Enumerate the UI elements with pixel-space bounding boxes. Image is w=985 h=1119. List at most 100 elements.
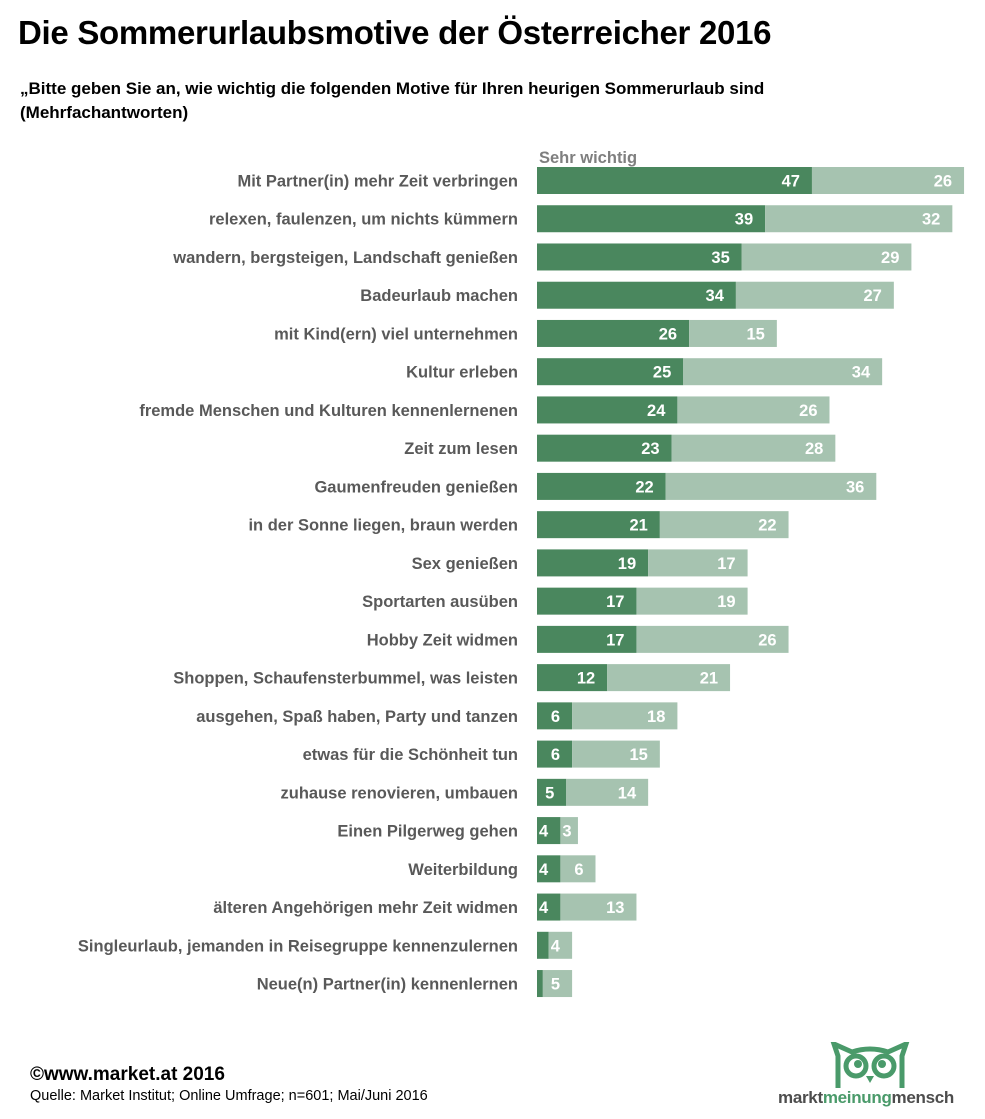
bar-eher-wichtig	[636, 625, 789, 653]
value-label-sehr-wichtig: 22	[635, 478, 653, 496]
bar-eher-wichtig	[548, 931, 573, 959]
market-logo: marktmeinungmensch	[778, 1042, 978, 1112]
bar-sehr-wichtig	[537, 167, 812, 194]
chart-row: mit Kind(ern) viel unternehmen 26 15	[274, 319, 777, 347]
bar-sehr-wichtig	[537, 396, 678, 424]
value-label-eher-wichtig: 3	[562, 823, 571, 841]
chart-row: fremde Menschen und Kulturen kennenlerne…	[139, 396, 830, 424]
bar-eher-wichtig	[560, 817, 578, 845]
chart-row: Gaumenfreuden genießen 22 36	[314, 472, 877, 500]
chart-row: Mit Partner(in) mehr Zeit verbringen 47 26	[237, 167, 965, 194]
value-label-sehr-wichtig: 19	[618, 555, 636, 573]
category-label: älteren Angehörigen mehr Zeit widmen	[213, 899, 518, 917]
chart-row: Hobby Zeit widmen 17 26	[367, 625, 789, 653]
bar-eher-wichtig	[542, 970, 573, 998]
bar-eher-wichtig	[636, 587, 748, 615]
owl-icon	[830, 1042, 910, 1088]
value-label-eher-wichtig: 28	[805, 440, 823, 458]
category-label: Badeurlaub machen	[360, 287, 518, 305]
value-label-eher-wichtig: 32	[922, 211, 940, 229]
value-label-sehr-wichtig: 6	[551, 746, 560, 764]
chart-rows: Mit Partner(in) mehr Zeit verbringen 47 26…	[78, 167, 965, 998]
bar-sehr-wichtig	[537, 664, 608, 692]
value-label-eher-wichtig: 29	[881, 249, 899, 267]
chart-row: relexen, faulenzen, um nichts kümmern 39 3…	[209, 205, 953, 233]
value-label-eher-wichtig: 36	[846, 478, 864, 496]
chart-row: Zeit zum lesen 23 28	[404, 434, 836, 462]
value-label-eher-wichtig: 6	[574, 861, 583, 879]
bar-sehr-wichtig	[537, 205, 766, 233]
category-label: in der Sonne liegen, braun werden	[248, 517, 518, 535]
value-label-eher-wichtig: 22	[758, 517, 776, 535]
category-label: Kultur erleben	[406, 364, 518, 382]
category-label: mit Kind(ern) viel unternehmen	[274, 325, 518, 343]
bar-sehr-wichtig	[537, 358, 684, 386]
bar-sehr-wichtig	[537, 281, 736, 309]
value-label-sehr-wichtig: 4	[539, 861, 549, 879]
chart-row: Badeurlaub machen 34 27	[360, 281, 894, 309]
value-label-eher-wichtig: 26	[934, 173, 952, 191]
category-label: Sex genießen	[412, 555, 518, 573]
value-label-eher-wichtig: 27	[863, 287, 881, 305]
chart-row: wandern, bergsteigen, Landschaft genieße…	[172, 243, 912, 271]
bar-sehr-wichtig	[537, 778, 567, 806]
chart-row: etwas für die Schönheit tun 6 15	[303, 740, 660, 768]
bar-sehr-wichtig	[537, 319, 690, 347]
chart-subtitle: „Bitte geben Sie an, wie wichtig die fol…	[20, 79, 765, 122]
value-label-eher-wichtig: 17	[717, 555, 735, 573]
chart-row: Sportarten ausüben 17 19	[362, 587, 748, 615]
bar-sehr-wichtig	[537, 970, 543, 998]
value-label-eher-wichtig: 15	[629, 746, 647, 764]
logo-word-markt: markt	[778, 1088, 823, 1107]
chart-row: Neue(n) Partner(in) kennenlernen 5	[257, 970, 573, 998]
value-label-sehr-wichtig: 4	[539, 823, 549, 841]
bar-sehr-wichtig	[537, 855, 561, 883]
chart-row: Einen Pilgerweg gehen 4 3	[337, 817, 578, 845]
value-label-eher-wichtig: 13	[606, 899, 624, 917]
value-label-eher-wichtig: 14	[618, 784, 637, 802]
bar-eher-wichtig	[659, 511, 789, 539]
value-label-sehr-wichtig: 47	[782, 173, 800, 191]
value-label-eher-wichtig: 19	[717, 593, 735, 611]
legend-label-sehr-wichtig: Sehr wichtig	[539, 149, 637, 167]
value-label-eher-wichtig: 34	[852, 364, 871, 382]
category-label: zuhause renovieren, umbauen	[281, 784, 518, 802]
logo-word-meinung: meinung	[822, 1088, 892, 1107]
bar-eher-wichtig	[735, 281, 894, 309]
bar-sehr-wichtig	[537, 931, 549, 959]
value-label-sehr-wichtig: 34	[706, 287, 725, 305]
bar-sehr-wichtig	[537, 243, 742, 271]
bar-eher-wichtig	[566, 778, 649, 806]
bar-eher-wichtig	[765, 205, 953, 233]
logo-word-mensch: mensch	[891, 1088, 955, 1107]
bar-eher-wichtig	[572, 702, 678, 730]
chart-title: Die Sommerurlaubsmotive der Österreicher…	[18, 14, 772, 51]
chart-row: Kultur erleben 25 34	[406, 358, 883, 386]
bar-eher-wichtig	[683, 358, 883, 386]
chart-row: ausgehen, Spaß haben, Party und tanzen 6 1…	[196, 702, 678, 730]
value-label-eher-wichtig: 26	[799, 402, 817, 420]
category-label: Singleurlaub, jemanden in Reisegruppe ke…	[78, 937, 518, 955]
value-label-eher-wichtig: 21	[700, 670, 718, 688]
category-label: Gaumenfreuden genießen	[314, 478, 518, 496]
category-label: Weiterbildung	[408, 861, 518, 879]
bar-chart: Sehr wichtig Mit Partner(in) mehr Zeit v…	[78, 149, 965, 998]
logo-wordmark: marktmeinungmensch	[778, 1088, 954, 1108]
bar-eher-wichtig	[677, 396, 830, 424]
chart-row: älteren Angehörigen mehr Zeit widmen 4 13	[213, 893, 637, 921]
bar-eher-wichtig	[572, 740, 660, 768]
chart-row: in der Sonne liegen, braun werden 21 22	[248, 511, 789, 539]
bar-eher-wichtig	[560, 855, 596, 883]
chart-row: Weiterbildung 4 6	[408, 855, 596, 883]
bar-sehr-wichtig	[537, 817, 561, 845]
category-label: Einen Pilgerweg gehen	[337, 823, 518, 841]
bar-sehr-wichtig	[537, 511, 660, 539]
category-label: Neue(n) Partner(in) kennenlernen	[257, 976, 518, 994]
chart-row: Sex genießen 19 17	[412, 549, 748, 577]
value-label-sehr-wichtig: 24	[647, 402, 666, 420]
value-label-eher-wichtig: 5	[551, 976, 560, 994]
value-label-sehr-wichtig: 17	[606, 631, 624, 649]
bar-eher-wichtig	[741, 243, 912, 271]
category-label: Sportarten ausüben	[362, 593, 518, 611]
value-label-eher-wichtig: 4	[551, 937, 561, 955]
